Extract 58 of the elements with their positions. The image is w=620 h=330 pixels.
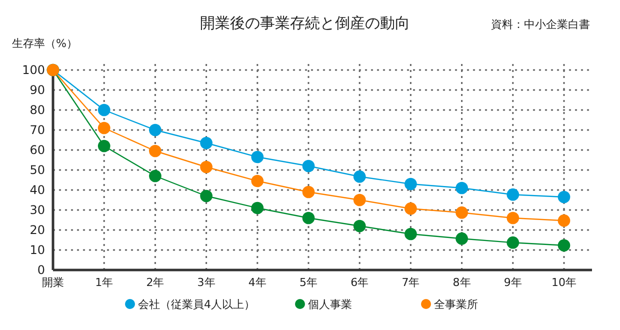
point [456,182,468,194]
point [98,122,110,134]
y-tick-label: 0 [37,262,45,277]
point [149,124,162,136]
point [302,186,315,198]
y-axis-title: 生存率（%） [12,37,78,50]
point [200,160,212,174]
text: 資料：中小企業白書 [491,18,590,31]
x-tick-label: 6年 [350,276,369,289]
x-tick-label: 8年 [452,276,471,289]
point [558,190,570,204]
x-tick-label: 開業 [42,276,64,289]
point [353,220,366,232]
y-tick-label: 30 [30,202,45,217]
chart-title: 開業後の事業存続と倒産の動向 [200,14,410,32]
y-tick-label: 20 [30,222,45,237]
y-tick-label: 80 [30,102,45,117]
point [98,104,110,116]
x-tick-label: 3年 [197,276,216,289]
point [404,202,417,215]
point [149,144,162,158]
point [456,232,468,245]
y-tick-label: 40 [30,182,45,197]
point [404,178,417,190]
point [251,202,264,214]
x-tick-label: 2年 [146,276,164,289]
point [506,212,520,224]
legend-label: 全事業所 [434,298,478,311]
y-tick-label: 10 [30,242,45,257]
point [506,188,520,201]
point [302,160,315,172]
point [353,194,366,206]
y-tick-label: 90 [30,82,45,97]
y-tick-label: 60 [30,142,45,157]
point [302,212,315,224]
y-tick-label: 100 [22,62,45,77]
point [558,239,570,252]
x-tick-label: 1年 [95,276,114,289]
x-tick-label: 5年 [300,276,318,289]
point [200,136,212,150]
point [456,206,468,219]
x-tick-label: 9年 [504,276,522,289]
legend-label: 会社（従業員4人以上） [138,298,255,311]
x-tick-label: 4年 [248,276,266,289]
point [200,190,212,202]
point [251,174,264,188]
point [98,140,110,152]
x-tick-label: 10年 [552,276,576,289]
point [251,150,264,164]
legend-label: 個人事業 [308,298,352,311]
point [404,228,417,240]
x-tick-label: 7年 [402,276,420,289]
point [353,170,366,183]
point [506,236,520,249]
point [558,214,570,227]
y-tick-label: 70 [30,122,45,137]
point [149,170,162,182]
y-tick-label: 50 [30,162,45,177]
